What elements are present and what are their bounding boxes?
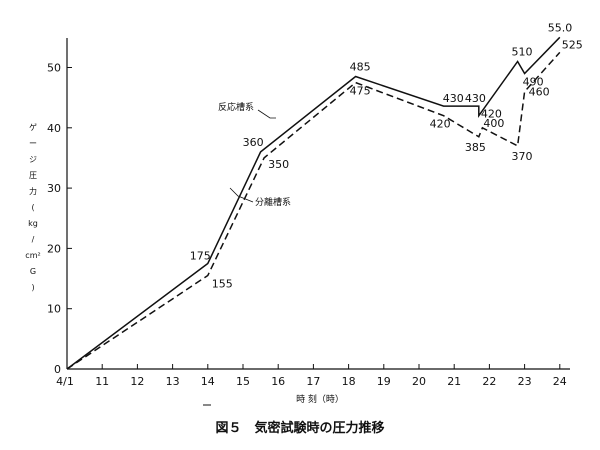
- y-axis-title-char: G: [30, 267, 36, 276]
- x-tick-label: 20: [412, 375, 426, 388]
- data-label: 475: [350, 85, 371, 98]
- x-tick-label: 4/1: [56, 375, 74, 388]
- annotation-separation-tank: 分離槽系: [255, 196, 291, 208]
- x-tick-label: 13: [166, 375, 180, 388]
- data-label: 460: [529, 86, 550, 99]
- data-label: 485: [350, 61, 371, 74]
- data-label: 420: [481, 108, 502, 121]
- data-label: 400: [483, 117, 504, 130]
- data-label: 430: [465, 92, 486, 105]
- x-tick-label: 21: [447, 375, 461, 388]
- data-label: 525: [562, 38, 583, 51]
- labels-layer: 175 360 485 510 55.0 430 430 420 490 155 350 475 420…: [190, 21, 583, 290]
- data-label: 55.0: [548, 21, 573, 34]
- y-tick-label: 50: [47, 62, 61, 75]
- axes-layer: 0 10 20 30 40 50 4/1 11 12 13 14 15 16 17 18 19 20 21 22 23…: [25, 38, 570, 406]
- x-tick-label: 19: [377, 375, 391, 388]
- y-axis-title-char: ゲ: [29, 122, 37, 132]
- y-axis-title-char: cm²: [25, 251, 40, 260]
- x-tick-label: 15: [236, 375, 250, 388]
- series-line-separation-tank: [66, 51, 561, 370]
- data-label: 430: [443, 92, 464, 105]
- annotation-leader-line: [229, 187, 254, 203]
- y-axis-title-char: ): [31, 283, 34, 292]
- x-tick-label: 16: [271, 375, 285, 388]
- data-label: 490: [523, 76, 544, 89]
- x-tick-label: 24: [553, 375, 567, 388]
- series-layer: [66, 36, 561, 370]
- y-tick-label: 10: [47, 303, 61, 316]
- y-axis-title-char: (: [31, 203, 34, 212]
- y-axis-title-char: kg: [28, 219, 38, 228]
- y-axis-title-char: 圧: [29, 171, 37, 180]
- y-tick-label: 30: [47, 182, 61, 195]
- x-tick-label: 11: [95, 375, 109, 388]
- x-tick-label: 12: [130, 375, 144, 388]
- data-label: 360: [243, 136, 264, 149]
- data-label: 175: [190, 249, 211, 262]
- x-tick-label: 14: [201, 375, 215, 388]
- y-tick-label: 0: [54, 363, 61, 376]
- y-tick-label: 40: [47, 122, 61, 135]
- x-tick-label: 17: [306, 375, 320, 388]
- y-axis-title-char: 力: [29, 186, 37, 196]
- y-tick-label: 20: [47, 242, 61, 255]
- data-label: 385: [465, 141, 486, 154]
- y-axis-title-char: ジ: [29, 155, 37, 164]
- y-axis-title-char: /: [32, 235, 35, 244]
- x-tick-label: 22: [482, 375, 496, 388]
- x-tick-label: 18: [342, 375, 356, 388]
- x-axis-title: 時 刻（時）: [296, 393, 344, 405]
- figure-caption: 図５ 気密試験時の圧力推移: [215, 420, 384, 436]
- data-label: 510: [512, 45, 533, 58]
- data-label: 350: [268, 158, 289, 171]
- x-tick-label: 23: [518, 375, 532, 388]
- series-line-reaction-tank: [66, 36, 561, 370]
- data-label: 420: [430, 118, 451, 131]
- annotation-leader-line: [257, 109, 276, 119]
- y-axis-title-char: ー: [29, 139, 37, 148]
- annotation-reaction-tank: 反応槽系: [218, 101, 254, 113]
- data-label: 370: [512, 150, 533, 163]
- data-label: 155: [212, 278, 233, 291]
